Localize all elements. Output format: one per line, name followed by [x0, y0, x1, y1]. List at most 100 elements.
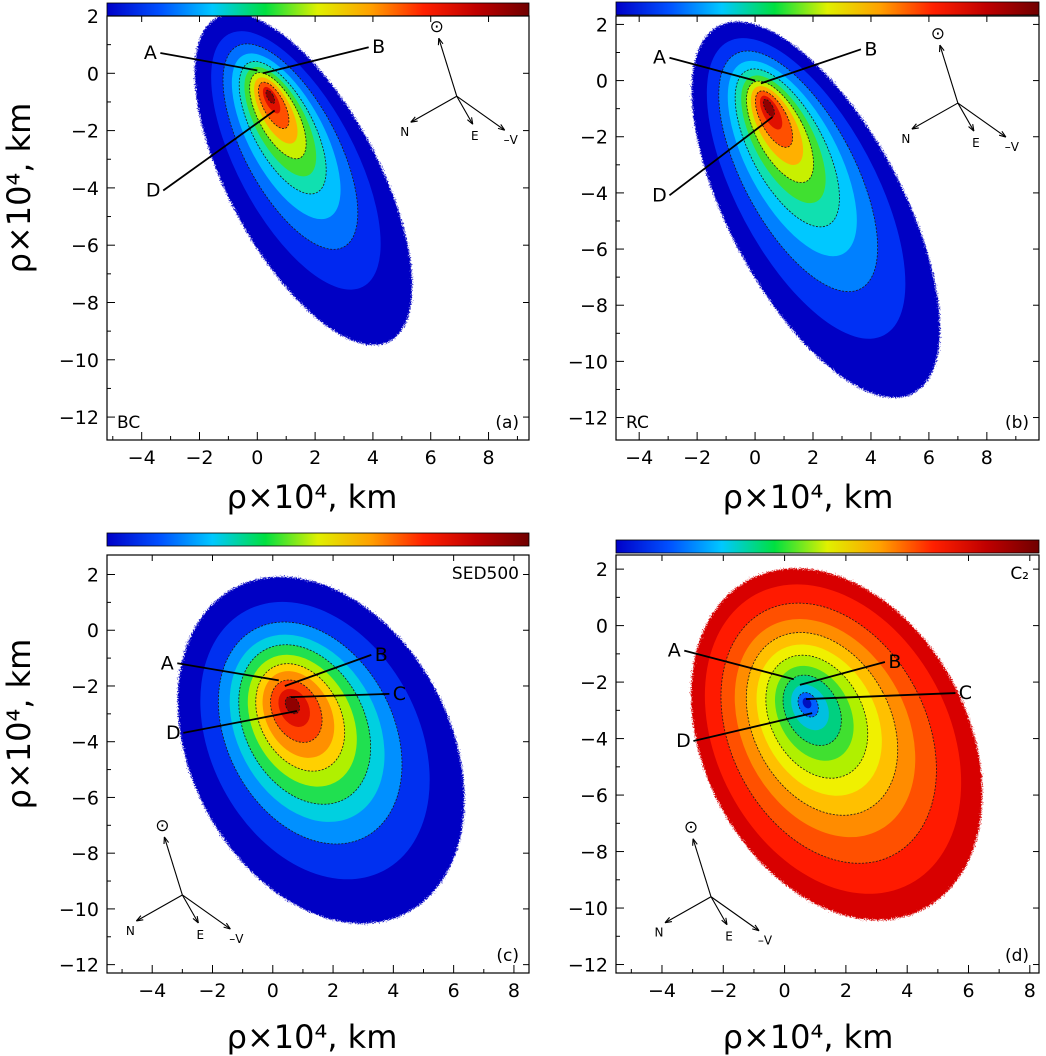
point-leader-line — [290, 693, 390, 699]
y-tick-label: −8 — [71, 843, 99, 865]
point-label: B — [375, 644, 388, 666]
colorbar — [615, 1, 1040, 16]
x-tick-label: −2 — [683, 447, 711, 469]
panel-d: −4 −2 0 2 4 6 8 2 0 −2 −4 −6 −8 −10 −12 ρ×10⁴, km (d) C₂ A… — [568, 539, 1040, 1056]
compass-arrowhead — [410, 116, 418, 123]
compass-arrow — [438, 38, 458, 97]
point-label: D — [652, 184, 667, 206]
point-label: D — [676, 730, 691, 752]
compass-label-n: N — [901, 132, 910, 146]
compass-arrowhead — [721, 917, 728, 926]
compass-arrowhead — [664, 917, 673, 924]
point-label: C — [393, 683, 406, 705]
direction-compass: ⊙ N E –V — [400, 17, 518, 147]
compass-arrow — [939, 44, 959, 104]
compass-label-v: –V — [1005, 140, 1020, 154]
colorbar — [615, 539, 1040, 554]
compass-arrow — [181, 894, 199, 924]
point-label: D — [166, 722, 181, 744]
y-tick-label: −12 — [59, 407, 99, 429]
plot-frame — [106, 15, 530, 441]
y-axis-label: ρ×10⁴, km — [0, 639, 38, 810]
panel-band-label: BC — [117, 413, 140, 433]
x-tick-label: −2 — [185, 447, 213, 469]
x-axis-label: ρ×10⁴, km — [723, 478, 894, 516]
y-tick-label: −6 — [580, 239, 608, 261]
point-leader-line — [799, 661, 886, 686]
point-label: B — [864, 38, 877, 60]
density-level — [762, 98, 775, 117]
point-leader-line — [284, 654, 372, 687]
x-tick-label: −4 — [648, 980, 676, 1002]
compass-arrowhead — [135, 915, 144, 922]
y-tick-label: −8 — [580, 295, 608, 317]
sun-direction-icon: ⊙ — [684, 818, 698, 838]
point-leader-line — [262, 46, 369, 75]
compass-arrowhead — [467, 117, 474, 125]
y-tick-label: −6 — [71, 787, 99, 809]
compass-label-v: –V — [758, 934, 773, 948]
compass-arrow — [410, 95, 458, 123]
compass-arrowhead — [911, 123, 919, 130]
density-level — [265, 89, 276, 104]
direction-compass: ⊙ N E –V — [126, 816, 244, 946]
plot-frame — [106, 554, 530, 974]
y-tick-label: −4 — [580, 183, 608, 205]
compass-arrowhead — [163, 836, 170, 844]
colorbar — [106, 532, 530, 547]
x-tick-label: 4 — [901, 980, 913, 1002]
compass-arrowhead — [192, 915, 199, 924]
point-label: A — [653, 47, 666, 69]
y-tick-label: −4 — [71, 732, 99, 754]
y-tick-label: −2 — [580, 672, 608, 694]
y-tick-label: 2 — [87, 565, 99, 587]
x-tick-label: −4 — [128, 447, 156, 469]
point-label: A — [668, 640, 681, 662]
panel-c: −4 −2 0 2 4 6 8 2 0 −2 −4 −6 −8 −10 −12 ρ×10⁴, km ρ×10⁴,… — [0, 532, 530, 1056]
y-tick-label: −2 — [71, 676, 99, 698]
panel-b: −4 −2 0 2 4 6 8 2 0 −2 −4 −6 −8 −10 −12 ρ×10⁴, km (b) RC A… — [568, 1, 1040, 516]
compass-arrowhead — [998, 130, 1007, 138]
x-tick-label: 6 — [425, 447, 437, 469]
y-tick-label: 2 — [596, 559, 608, 581]
direction-compass: ⊙ N E –V — [655, 818, 773, 948]
density-cloud — [194, 16, 413, 346]
compass-arrowhead — [968, 124, 975, 132]
point-label: C — [959, 682, 972, 704]
compass-label-v: –V — [504, 133, 519, 147]
y-tick-label: −10 — [568, 351, 608, 373]
y-tick-label: −6 — [71, 235, 99, 257]
compass-arrowhead — [692, 838, 698, 846]
x-tick-label: −4 — [625, 447, 653, 469]
plot-frame — [615, 15, 1040, 441]
y-tick-label: −12 — [568, 955, 608, 977]
x-tick-label: −2 — [709, 980, 737, 1002]
point-leader-line — [668, 116, 773, 197]
point-leader-line — [183, 710, 298, 734]
sun-direction-icon: ⊙ — [430, 17, 444, 37]
x-tick-label: 4 — [865, 447, 877, 469]
compass-arrowhead — [752, 924, 760, 932]
y-tick-label: −10 — [568, 898, 608, 920]
compass-arrowhead — [437, 37, 444, 46]
x-axis-label: ρ×10⁴, km — [227, 478, 398, 516]
x-tick-label: 0 — [267, 980, 279, 1002]
compass-label-e: E — [197, 928, 205, 942]
x-tick-label: 2 — [807, 447, 819, 469]
x-tick-label: 2 — [309, 447, 321, 469]
compass-arrow — [710, 896, 760, 932]
compass-label-v: –V — [229, 932, 244, 946]
x-tick-label: 6 — [923, 447, 935, 469]
x-tick-label: 8 — [981, 447, 993, 469]
y-tick-label: −6 — [580, 785, 608, 807]
panel-band-label: C₂ — [1010, 564, 1029, 584]
compass-arrow — [182, 894, 231, 930]
compass-arrow — [957, 102, 975, 132]
sun-direction-icon: ⊙ — [931, 24, 945, 44]
compass-arrowhead — [223, 922, 231, 930]
x-tick-label: 0 — [251, 447, 263, 469]
panel-band-label: SED500 — [452, 564, 519, 584]
compass-arrow — [664, 896, 712, 924]
sun-direction-icon: ⊙ — [155, 816, 169, 836]
